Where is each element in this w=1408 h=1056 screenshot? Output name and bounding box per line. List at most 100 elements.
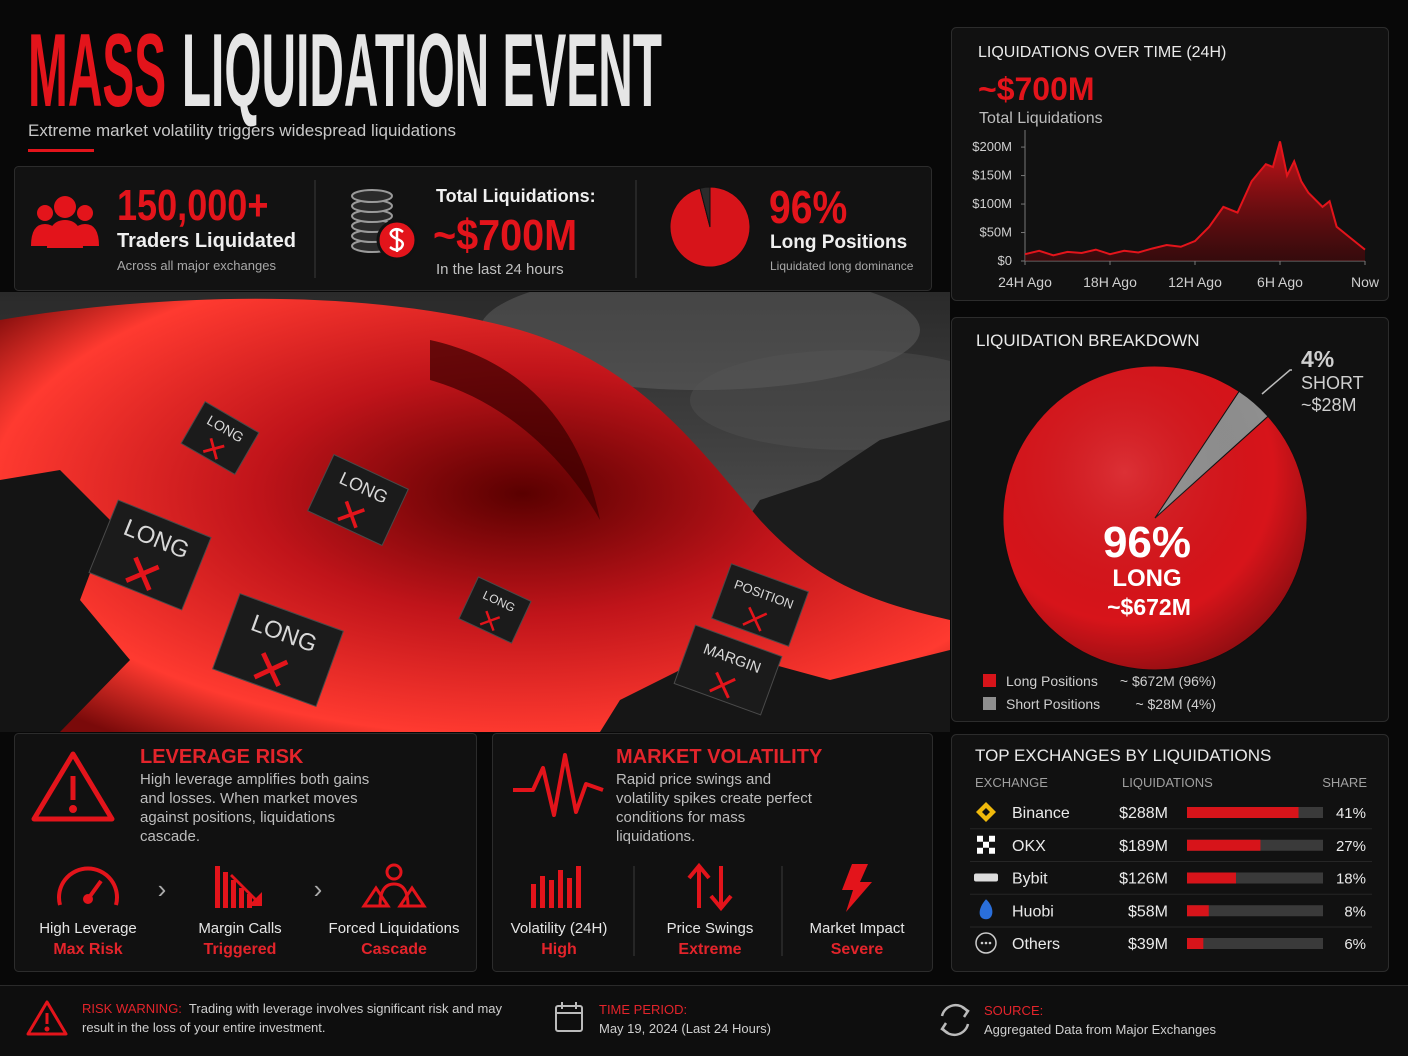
step-label: Forced Liquidations: [329, 920, 460, 937]
legend-swatch: [983, 674, 996, 687]
y-tick-label: $200M: [972, 139, 1012, 154]
exchange-amount: $58M: [1128, 903, 1168, 920]
step-status: Max Risk: [53, 941, 122, 958]
pulse-icon: [513, 753, 604, 817]
sign-cross: [742, 606, 768, 632]
share-label: 8%: [1344, 903, 1366, 920]
share-label: 27%: [1336, 838, 1366, 855]
y-tick-label: $100M: [972, 196, 1012, 211]
card-title: LEVERAGE RISK: [140, 746, 304, 768]
title: MASS LIQUIDATION EVENT: [28, 13, 662, 129]
footer-text: May 19, 2024 (Last 24 Hours): [599, 1021, 771, 1036]
exchange-amount: $288M: [1119, 805, 1168, 822]
x-tick-label: 18H Ago: [1083, 274, 1137, 290]
slice-value: 4%: [1301, 346, 1334, 372]
exchange-icon: [975, 932, 997, 954]
y-tick-label: $0: [998, 253, 1012, 268]
sign-cross: [253, 652, 289, 687]
footer: [0, 985, 1408, 1056]
step-label: Margin Calls: [198, 920, 281, 937]
people-icon: [31, 196, 99, 248]
subtitle: Extreme market volatility triggers wides…: [28, 121, 456, 140]
share-label: 6%: [1344, 936, 1366, 953]
legend-label: Long Positions: [1006, 673, 1098, 689]
chart-title: TOP EXCHANGES BY LIQUIDATIONS: [975, 746, 1271, 765]
column-header: SHARE: [1322, 775, 1367, 790]
chevron: ›: [314, 874, 323, 904]
footer-text: Trading with leverage involves significa…: [82, 1001, 503, 1035]
share-label: 18%: [1336, 871, 1366, 888]
step-label: Price Swings: [667, 920, 754, 937]
sign-board: [180, 401, 260, 475]
slice-label: LONG: [1112, 565, 1181, 592]
stat-label: Total Liquidations:: [436, 186, 596, 206]
title-accent: MASS: [28, 13, 166, 129]
headline-label: Total Liquidations: [979, 110, 1103, 127]
exchange-name: Others: [1012, 936, 1060, 953]
card-text: Rapid price swings and volatility spikes…: [616, 771, 812, 845]
x-tick-label: 12H Ago: [1168, 274, 1222, 290]
sign-board: [458, 576, 532, 644]
slice-amount: ~$28M: [1301, 395, 1357, 415]
slice-label: SHORT: [1301, 373, 1364, 393]
stat-label: Traders Liquidated: [117, 230, 296, 252]
gauge-icon: [57, 866, 119, 906]
bar: [1187, 905, 1209, 917]
step-label: Market Impact: [809, 920, 905, 937]
card-title: MARKET VOLATILITY: [616, 746, 823, 768]
underline: [28, 149, 94, 152]
step-status: Extreme: [678, 941, 741, 958]
x-tick-label: 6H Ago: [1257, 274, 1303, 290]
sign-board: [673, 624, 783, 716]
refresh-icon: [940, 1003, 970, 1037]
share-label: 41%: [1336, 805, 1366, 822]
legend-value: ~ $28M (4%): [1135, 696, 1216, 712]
sign: MARGIN: [673, 624, 783, 716]
x-tick-label: 24H Ago: [998, 274, 1052, 290]
card: [492, 733, 933, 972]
legend-swatch: [983, 697, 996, 710]
title-rest: LIQUIDATION EVENT: [182, 13, 662, 129]
lightning-icon: [842, 864, 872, 912]
bar: [1187, 807, 1299, 818]
footer-label: TIME PERIOD:: [599, 1002, 687, 1017]
risk-warning: RISK WARNING: Trading with leverage invo…: [82, 999, 532, 1037]
step-status: Cascade: [361, 941, 427, 958]
exchange-name: Huobi: [1012, 903, 1054, 920]
sign-cross: [709, 671, 736, 699]
bar: [1187, 839, 1261, 851]
arrows-icon: [687, 862, 733, 912]
exchange-name: Bybit: [1012, 871, 1048, 888]
area: [1025, 141, 1365, 261]
bar: [1187, 872, 1236, 884]
leader-line: [1261, 369, 1292, 395]
stat-note: Across all major exchanges: [117, 258, 276, 273]
exchange-icon: [980, 941, 984, 945]
sign-cross: [125, 556, 160, 591]
mini-pie-slice: [699, 186, 711, 228]
exchange-icon: [979, 899, 993, 920]
exchange-icon: [977, 847, 983, 854]
step-label: Volatility (24H): [511, 920, 608, 937]
volatility-icon: [531, 866, 581, 908]
warning-icon: [26, 1000, 68, 1036]
bar-track: [1187, 938, 1323, 949]
sign-board: [88, 499, 212, 611]
exchange-icon: [974, 873, 998, 882]
bars-icon: [215, 866, 262, 908]
stat-label: Long Positions: [770, 232, 907, 253]
sign: LONG: [88, 499, 212, 611]
column-header: EXCHANGE: [975, 775, 1048, 790]
legend-value: ~ $672M (96%): [1120, 673, 1216, 689]
sign-cross: [202, 437, 225, 460]
sign-cross: [479, 610, 501, 632]
exchange-icon: [976, 802, 996, 822]
legend-label: Short Positions: [1006, 696, 1100, 712]
line: [1024, 141, 1366, 257]
y-tick-label: $150M: [972, 168, 1012, 183]
stat-value: ~$700M: [433, 210, 577, 259]
